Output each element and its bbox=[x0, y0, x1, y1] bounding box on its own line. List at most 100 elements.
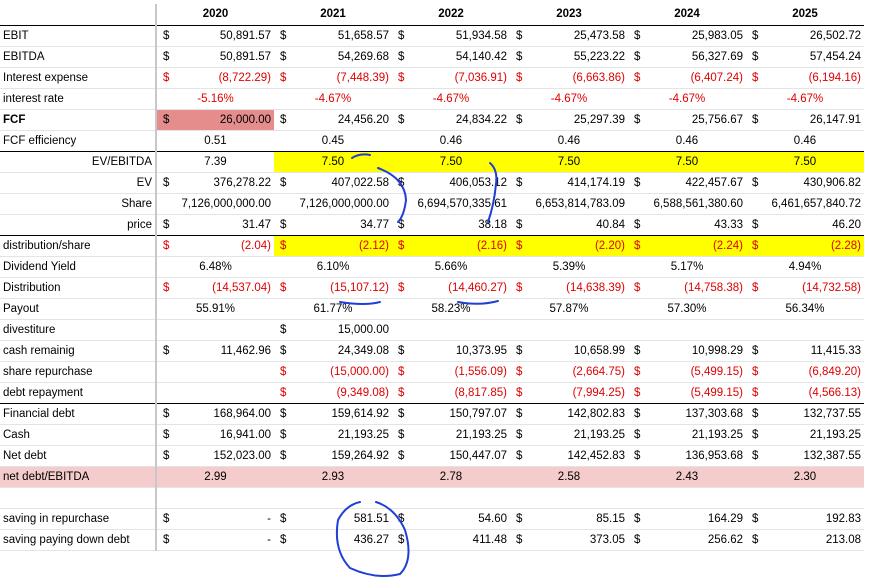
label-ev[interactable]: EV bbox=[0, 172, 157, 194]
label-net-debt-ebitda[interactable]: net debt/EBITDA bbox=[0, 466, 157, 488]
cell-ebitda-2022[interactable]: 54,140.42 bbox=[416, 46, 510, 68]
cell-financial-debt-2020[interactable]: 168,964.00 bbox=[180, 403, 274, 425]
cell-saving-repurchase-2020[interactable]: - bbox=[180, 508, 274, 530]
cell-ev-ebitda-2020[interactable]: 7.39 bbox=[156, 151, 274, 173]
currency-price-2022[interactable]: $ bbox=[392, 214, 416, 236]
currency-financial-debt-2021[interactable]: $ bbox=[274, 403, 298, 425]
currency-ebit-2025[interactable]: $ bbox=[746, 25, 770, 47]
cell-distribution-share-2024[interactable]: (2.24) bbox=[652, 235, 746, 257]
cell-net-debt-ebitda-2022[interactable]: 2.78 bbox=[392, 466, 510, 488]
currency-cash-remaining-2023[interactable]: $ bbox=[510, 340, 538, 362]
cell-net-debt-ebitda-2020[interactable]: 2.99 bbox=[156, 466, 274, 488]
cell-fcf-2024[interactable]: 25,756.67 bbox=[652, 109, 746, 131]
currency-debt-repayment-2020[interactable] bbox=[155, 382, 180, 404]
label-net-debt[interactable]: Net debt bbox=[0, 445, 157, 467]
label-interest-rate[interactable]: interest rate bbox=[0, 88, 157, 110]
cell-divestiture-2020[interactable] bbox=[180, 319, 274, 341]
label-saving-debt[interactable]: saving paying down debt bbox=[0, 529, 157, 551]
currency-share-repurchase-2023[interactable]: $ bbox=[510, 361, 538, 383]
cell-divestiture-2022[interactable] bbox=[416, 319, 510, 341]
cell-saving-repurchase-2023[interactable]: 85.15 bbox=[538, 508, 628, 530]
currency-debt-repayment-2021[interactable]: $ bbox=[274, 382, 298, 404]
cell-ebit-2024[interactable]: 25,983.05 bbox=[652, 25, 746, 47]
currency-debt-repayment-2022[interactable]: $ bbox=[392, 382, 416, 404]
cell-payout-2020[interactable]: 55.91% bbox=[156, 298, 274, 320]
cell-distribution-2024[interactable]: (14,758.38) bbox=[652, 277, 746, 299]
currency-net-debt-2024[interactable]: $ bbox=[628, 445, 652, 467]
currency-ev-2024[interactable]: $ bbox=[628, 172, 652, 194]
cell-divestiture-2025[interactable] bbox=[770, 319, 864, 341]
cell-ebitda-2023[interactable]: 55,223.22 bbox=[538, 46, 628, 68]
currency-blank-2022[interactable] bbox=[392, 487, 416, 509]
cell-blank-2023[interactable] bbox=[538, 487, 628, 509]
cell-blank-2020[interactable] bbox=[180, 487, 274, 509]
currency-price-2024[interactable]: $ bbox=[628, 214, 652, 236]
cell-net-debt-ebitda-2023[interactable]: 2.58 bbox=[510, 466, 628, 488]
currency-debt-repayment-2023[interactable]: $ bbox=[510, 382, 538, 404]
cell-ev-2020[interactable]: 376,278.22 bbox=[180, 172, 274, 194]
label-saving-repurchase[interactable]: saving in repurchase bbox=[0, 508, 157, 530]
currency-interest-expense-2022[interactable]: $ bbox=[392, 67, 416, 89]
cell-dividend-yield-2020[interactable]: 6.48% bbox=[156, 256, 274, 278]
cell-payout-2024[interactable]: 57.30% bbox=[628, 298, 746, 320]
cell-distribution-share-2020[interactable]: (2.04) bbox=[180, 235, 274, 257]
currency-distribution-share-2023[interactable]: $ bbox=[510, 235, 538, 257]
cell-saving-repurchase-2021[interactable]: 581.51 bbox=[298, 508, 392, 530]
currency-interest-expense-2025[interactable]: $ bbox=[746, 67, 770, 89]
cell-fcf-2020[interactable]: 26,000.00 bbox=[180, 109, 274, 131]
currency-ev-2022[interactable]: $ bbox=[392, 172, 416, 194]
cell-net-debt-2025[interactable]: 132,387.55 bbox=[770, 445, 864, 467]
currency-distribution-2023[interactable]: $ bbox=[510, 277, 538, 299]
currency-financial-debt-2022[interactable]: $ bbox=[392, 403, 416, 425]
currency-ev-2023[interactable]: $ bbox=[510, 172, 538, 194]
currency-saving-debt-2024[interactable]: $ bbox=[628, 529, 652, 551]
cell-ebit-2020[interactable]: 50,891.57 bbox=[180, 25, 274, 47]
cell-financial-debt-2021[interactable]: 159,614.92 bbox=[298, 403, 392, 425]
cell-financial-debt-2025[interactable]: 132,737.55 bbox=[770, 403, 864, 425]
currency-saving-debt-2025[interactable]: $ bbox=[746, 529, 770, 551]
cell-financial-debt-2022[interactable]: 150,797.07 bbox=[416, 403, 510, 425]
currency-ebitda-2025[interactable]: $ bbox=[746, 46, 770, 68]
currency-cash-remaining-2025[interactable]: $ bbox=[746, 340, 770, 362]
cell-fcf-2023[interactable]: 25,297.39 bbox=[538, 109, 628, 131]
currency-price-2021[interactable]: $ bbox=[274, 214, 298, 236]
currency-net-debt-2023[interactable]: $ bbox=[510, 445, 538, 467]
currency-saving-repurchase-2024[interactable]: $ bbox=[628, 508, 652, 530]
cell-cash-2020[interactable]: 16,941.00 bbox=[180, 424, 274, 446]
cell-fcf-2025[interactable]: 26,147.91 bbox=[770, 109, 864, 131]
label-cash-remaining[interactable]: cash remainig bbox=[0, 340, 157, 362]
currency-saving-debt-2020[interactable]: $ bbox=[155, 529, 180, 551]
cell-distribution-share-2025[interactable]: (2.28) bbox=[770, 235, 864, 257]
currency-fcf-2023[interactable]: $ bbox=[510, 109, 538, 131]
currency-ebitda-2023[interactable]: $ bbox=[510, 46, 538, 68]
label-blank[interactable] bbox=[0, 487, 157, 509]
cell-ev-ebitda-2022[interactable]: 7.50 bbox=[392, 151, 510, 173]
cell-fcf-efficiency-2024[interactable]: 0.46 bbox=[628, 130, 746, 152]
label-ev-ebitda[interactable]: EV/EBITDA bbox=[0, 151, 157, 173]
currency-saving-repurchase-2021[interactable]: $ bbox=[274, 508, 298, 530]
cell-cash-2024[interactable]: 21,193.25 bbox=[652, 424, 746, 446]
cell-saving-debt-2024[interactable]: 256.62 bbox=[652, 529, 746, 551]
cell-payout-2025[interactable]: 56.34% bbox=[746, 298, 864, 320]
currency-ebit-2024[interactable]: $ bbox=[628, 25, 652, 47]
cell-ebitda-2025[interactable]: 57,454.24 bbox=[770, 46, 864, 68]
currency-cash-remaining-2022[interactable]: $ bbox=[392, 340, 416, 362]
spreadsheet-table[interactable]: 2020 2021 2022 2023 2024 2025 EBIT $50,89… bbox=[0, 4, 864, 551]
cell-blank-2021[interactable] bbox=[298, 487, 392, 509]
cell-price-2020[interactable]: 31.47 bbox=[180, 214, 274, 236]
currency-distribution-share-2020[interactable]: $ bbox=[155, 235, 180, 257]
currency-saving-debt-2022[interactable]: $ bbox=[392, 529, 416, 551]
cell-divestiture-2024[interactable] bbox=[652, 319, 746, 341]
currency-cash-2024[interactable]: $ bbox=[628, 424, 652, 446]
cell-payout-2021[interactable]: 61.77% bbox=[274, 298, 392, 320]
cell-dividend-yield-2021[interactable]: 6.10% bbox=[274, 256, 392, 278]
label-ebitda[interactable]: EBITDA bbox=[0, 46, 157, 68]
currency-divestiture-2023[interactable] bbox=[510, 319, 538, 341]
currency-cash-2023[interactable]: $ bbox=[510, 424, 538, 446]
cell-distribution-2022[interactable]: (14,460.27) bbox=[416, 277, 510, 299]
cell-cash-2025[interactable]: 21,193.25 bbox=[770, 424, 864, 446]
currency-ebit-2023[interactable]: $ bbox=[510, 25, 538, 47]
cell-cash-remaining-2025[interactable]: 11,415.33 bbox=[770, 340, 864, 362]
currency-divestiture-2024[interactable] bbox=[628, 319, 652, 341]
cell-share-repurchase-2025[interactable]: (6,849.20) bbox=[770, 361, 864, 383]
